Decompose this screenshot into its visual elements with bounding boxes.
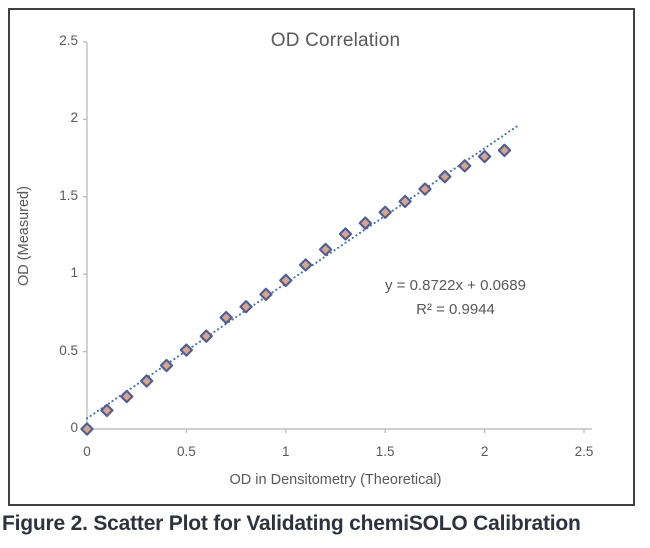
data-point [477,149,492,164]
figure-caption: Figure 2. Scatter Plot for Validating ch… [2,512,581,535]
x-tick-label: 1.5 [375,444,395,459]
x-tick-label: 0.5 [177,444,196,459]
data-point [100,403,114,418]
data-point [239,300,253,314]
data-point [259,287,273,301]
data-point [279,273,293,288]
x-tick-label: 1 [282,444,290,459]
data-point [179,343,194,357]
data-point [458,159,472,173]
data-point [398,194,412,209]
x-tick-label: 2.5 [574,444,594,459]
scatter-plot-canvas [80,41,592,436]
y-tick-label: 1.5 [59,187,78,203]
equation-line: y = 0.8722x + 0.0689 [385,277,526,294]
y-tick-label: 0 [70,420,78,435]
x-axis-title: OD in Densitometry (Theoretical) [229,472,442,488]
trendline [85,124,520,420]
x-tick-label: 0 [83,444,91,459]
y-tick-label: 1 [70,265,78,281]
chart-frame: OD Correlation 0 0.5 1 1.5 2 2.5 0 0.5 1 1.5 2 2.5… [8,8,635,506]
data-point [378,205,392,219]
data-point [199,329,213,343]
data-point [299,258,313,272]
data-point [219,310,233,325]
data-point [80,422,94,436]
data-point [497,143,512,158]
data-point [139,374,154,388]
y-tick-label: 0.5 [59,342,78,358]
data-point [358,216,372,230]
data-point [318,242,333,257]
x-tick-label: 2 [480,444,489,459]
data-point [338,227,353,241]
y-tick-label: 2.5 [59,33,78,48]
data-point [438,170,452,184]
chart-title: OD Correlation [270,30,401,51]
r-squared-line: R² = 0.9944 [416,301,495,318]
y-tick-label: 2 [70,110,78,126]
y-axis-title: OD (Measured) [16,186,32,286]
data-point [418,182,432,196]
trendline-equation: y = 0.8722x + 0.0689 R² = 0.9944 [353,274,558,322]
data-point [120,389,134,404]
data-point [159,358,174,373]
